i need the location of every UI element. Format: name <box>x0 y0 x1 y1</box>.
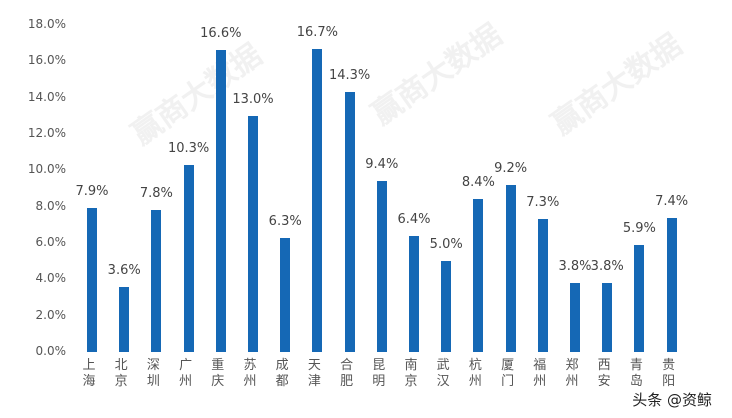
y-tick-label: 8.0% <box>35 198 67 213</box>
background-watermark: 赢商大数据 <box>365 17 509 133</box>
y-tick-label: 2.0% <box>35 307 67 322</box>
value-label: 16.6% <box>200 26 242 42</box>
bar <box>473 199 484 352</box>
x-tick-label: 武汉 <box>436 358 450 389</box>
y-tick-label: 4.0% <box>35 271 67 286</box>
bar <box>537 219 548 352</box>
bar <box>280 237 291 352</box>
x-tick-label: 苏州 <box>243 358 257 389</box>
value-label: 6.4% <box>397 211 431 227</box>
value-label: 14.3% <box>328 68 371 84</box>
y-tick-label: 14.0% <box>27 89 66 104</box>
value-label: 5.9% <box>622 220 656 236</box>
x-tick-label: 重庆 <box>211 358 225 389</box>
x-tick-label: 广州 <box>179 358 193 389</box>
value-label: 10.3% <box>167 140 210 156</box>
x-tick-label: 合肥 <box>340 358 354 389</box>
bar <box>409 235 419 352</box>
bar <box>376 181 387 352</box>
value-label: 5.0% <box>429 237 463 253</box>
bar <box>87 208 97 352</box>
value-label: 7.9% <box>75 184 109 200</box>
x-tick-label: 贵阳 <box>662 358 676 389</box>
y-tick-label: 0.0% <box>35 344 67 358</box>
x-tick-label: 昆明 <box>372 358 386 389</box>
value-label: 6.3% <box>268 213 302 229</box>
x-tick-label: 成都 <box>275 358 289 389</box>
x-tick-label: 郑州 <box>565 358 579 389</box>
background-watermark: 赢商大数据 <box>545 27 689 143</box>
x-tick-label: 深圳 <box>146 358 160 389</box>
y-tick-label: 12.0% <box>27 126 66 140</box>
value-label: 7.3% <box>526 195 560 211</box>
value-label: 16.7% <box>296 24 339 40</box>
bar <box>602 282 613 352</box>
x-tick-label: 南京 <box>404 358 418 389</box>
bar <box>441 261 452 352</box>
value-label: 3.6% <box>107 262 141 278</box>
bar <box>183 164 194 352</box>
bar <box>570 282 580 352</box>
y-tick-label: 6.0% <box>35 235 67 249</box>
x-tick-label: 青岛 <box>629 358 643 389</box>
bar <box>634 244 645 352</box>
value-label: 9.4% <box>365 157 399 173</box>
y-tick-label: 18.0% <box>27 17 66 31</box>
value-label: 7.4% <box>655 193 689 209</box>
x-tick-label: 厦门 <box>501 358 515 389</box>
x-tick-label: 天津 <box>307 358 321 389</box>
value-label: 9.2% <box>494 160 528 176</box>
source-watermark: 头条 @资鲸 <box>632 391 712 409</box>
y-tick-label: 10.0% <box>27 162 66 177</box>
x-tick-label: 北京 <box>114 358 128 389</box>
bar <box>215 50 226 352</box>
x-tick-label: 西安 <box>597 358 611 389</box>
x-tick-label: 上海 <box>82 358 96 389</box>
x-tick-label: 杭州 <box>468 358 482 389</box>
value-label: 7.8% <box>139 186 173 202</box>
bar <box>505 184 516 352</box>
bar <box>151 210 162 352</box>
y-tick-label: 16.0% <box>27 53 66 68</box>
bar <box>312 48 323 352</box>
bar <box>119 286 130 352</box>
bar <box>666 217 677 352</box>
value-label: 8.4% <box>461 175 495 191</box>
bar <box>248 115 258 352</box>
x-tick-label: 福州 <box>533 358 547 389</box>
value-label: 3.8% <box>590 258 624 274</box>
value-label: 3.8% <box>558 258 592 274</box>
bar <box>344 92 355 352</box>
value-label: 13.0% <box>232 91 274 107</box>
